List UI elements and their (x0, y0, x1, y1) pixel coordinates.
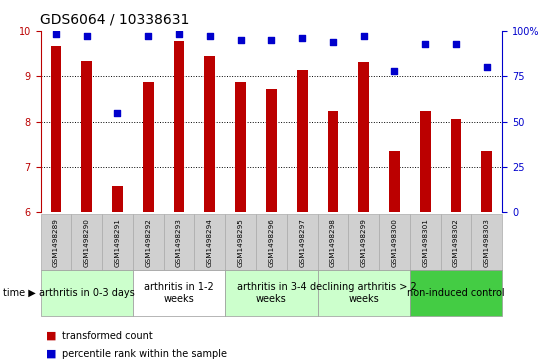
Point (390, 68, 399, 74)
Text: GSM1498294: GSM1498294 (207, 218, 213, 267)
Bar (256, 214, 287, 270)
Bar (420, 111, 430, 212)
Bar (235, 82, 246, 212)
Text: GSM1498289: GSM1498289 (53, 218, 59, 267)
Text: GSM1498290: GSM1498290 (84, 218, 90, 267)
Bar (82, 61, 92, 212)
Bar (205, 56, 215, 212)
Bar (328, 111, 338, 212)
Bar (40, 270, 133, 316)
Bar (164, 214, 194, 270)
Point (175, 32, 184, 37)
Point (82, 33, 91, 39)
Text: arthritis in 0-3 days: arthritis in 0-3 days (39, 288, 134, 298)
Bar (297, 70, 307, 212)
Text: GSM1498298: GSM1498298 (330, 218, 336, 267)
Text: declining arthritis > 2
weeks: declining arthritis > 2 weeks (310, 282, 417, 304)
Bar (174, 41, 184, 212)
Bar (318, 270, 410, 316)
Bar (410, 270, 502, 316)
Bar (266, 89, 276, 212)
Text: time ▶: time ▶ (3, 288, 36, 298)
Point (421, 41, 430, 46)
Text: arthritis in 3-4
weeks: arthritis in 3-4 weeks (237, 282, 306, 304)
Bar (102, 214, 133, 270)
Text: GSM1498293: GSM1498293 (176, 218, 182, 267)
Bar (389, 151, 400, 212)
Text: non-induced control: non-induced control (407, 288, 505, 298)
Bar (359, 62, 369, 212)
Point (267, 37, 275, 43)
Point (144, 33, 152, 39)
Bar (379, 214, 410, 270)
Bar (133, 270, 225, 316)
Bar (225, 270, 318, 316)
Bar (451, 119, 461, 212)
Bar (441, 214, 471, 270)
Bar (40, 214, 71, 270)
Bar (133, 214, 164, 270)
Point (483, 64, 491, 70)
Bar (348, 214, 379, 270)
Point (205, 33, 214, 39)
Text: percentile rank within the sample: percentile rank within the sample (62, 349, 227, 359)
Bar (51, 46, 61, 212)
Point (328, 39, 337, 45)
Text: GSM1498291: GSM1498291 (114, 218, 120, 267)
Bar (318, 214, 348, 270)
Text: GSM1498303: GSM1498303 (484, 218, 490, 267)
Bar (287, 214, 318, 270)
Text: GSM1498296: GSM1498296 (268, 218, 274, 267)
Text: transformed count: transformed count (62, 331, 153, 341)
Text: GSM1498301: GSM1498301 (422, 218, 428, 267)
Point (237, 37, 245, 43)
Point (451, 41, 460, 46)
Text: arthritis in 1-2
weeks: arthritis in 1-2 weeks (144, 282, 214, 304)
Point (52, 32, 60, 37)
Text: GSM1498299: GSM1498299 (361, 218, 367, 267)
Bar (112, 186, 123, 212)
Text: GSM1498300: GSM1498300 (392, 218, 397, 267)
Text: GSM1498295: GSM1498295 (238, 218, 244, 267)
Bar (410, 214, 441, 270)
Bar (71, 214, 102, 270)
Text: GSM1498302: GSM1498302 (453, 218, 459, 267)
Text: GSM1498297: GSM1498297 (299, 218, 305, 267)
Text: ■: ■ (46, 349, 56, 359)
Bar (143, 82, 153, 212)
Text: GSM1498292: GSM1498292 (145, 218, 151, 267)
Point (113, 110, 122, 115)
Bar (225, 214, 256, 270)
Point (298, 35, 307, 41)
Bar (482, 151, 492, 212)
Text: GDS6064 / 10338631: GDS6064 / 10338631 (40, 13, 190, 27)
Point (359, 33, 368, 39)
Bar (471, 214, 502, 270)
Bar (194, 214, 225, 270)
Text: ■: ■ (46, 331, 56, 341)
